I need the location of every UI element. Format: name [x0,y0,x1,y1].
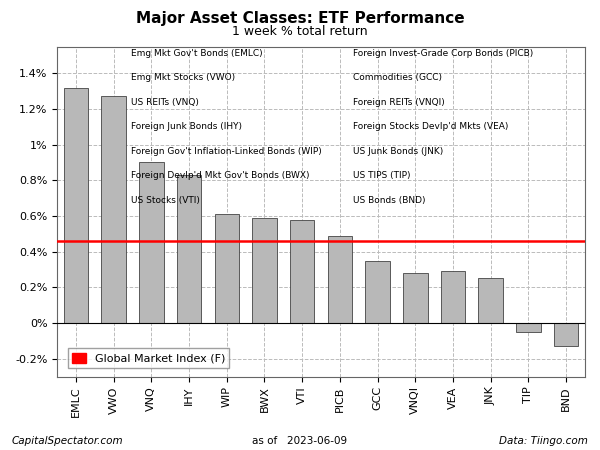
Text: Commodities (GCC): Commodities (GCC) [353,73,442,82]
Text: Emg Mkt Stocks (VWO): Emg Mkt Stocks (VWO) [131,73,235,82]
Bar [101,96,126,323]
Bar [328,236,352,323]
Bar [252,218,277,323]
Text: US TIPS (TIP): US TIPS (TIP) [353,171,410,180]
Bar [441,271,465,323]
Text: Emg Mkt Gov't Bonds (EMLC): Emg Mkt Gov't Bonds (EMLC) [131,49,263,58]
Bar [478,279,503,323]
Text: US REITs (VNQ): US REITs (VNQ) [131,98,199,107]
Text: Major Asset Classes: ETF Performance: Major Asset Classes: ETF Performance [136,11,464,26]
Text: US Stocks (VTI): US Stocks (VTI) [131,196,200,205]
Text: 1 week % total return: 1 week % total return [232,25,368,38]
Bar [290,220,314,323]
Text: CapitalSpectator.com: CapitalSpectator.com [12,436,124,446]
Bar [554,323,578,346]
Bar [215,214,239,323]
Bar [177,175,202,323]
Bar [64,88,88,323]
Text: Foreign Gov't Inflation-Linked Bonds (WIP): Foreign Gov't Inflation-Linked Bonds (WI… [131,147,322,156]
Legend: Global Market Index (F): Global Market Index (F) [68,348,229,368]
Text: as of   2023-06-09: as of 2023-06-09 [253,436,347,446]
Text: Foreign Junk Bonds (IHY): Foreign Junk Bonds (IHY) [131,122,242,131]
Text: Data: Tiingo.com: Data: Tiingo.com [499,436,588,446]
Bar [403,273,428,323]
Text: Foreign Stocks Devlp'd Mkts (VEA): Foreign Stocks Devlp'd Mkts (VEA) [353,122,508,131]
Bar [516,323,541,332]
Bar [139,162,164,323]
Text: Foreign REITs (VNQI): Foreign REITs (VNQI) [353,98,445,107]
Text: US Bonds (BND): US Bonds (BND) [353,196,425,205]
Text: Foreign Invest-Grade Corp Bonds (PICB): Foreign Invest-Grade Corp Bonds (PICB) [353,49,533,58]
Text: Foreign Devlp'd Mkt Gov't Bonds (BWX): Foreign Devlp'd Mkt Gov't Bonds (BWX) [131,171,310,180]
Bar [365,261,390,323]
Text: US Junk Bonds (JNK): US Junk Bonds (JNK) [353,147,443,156]
